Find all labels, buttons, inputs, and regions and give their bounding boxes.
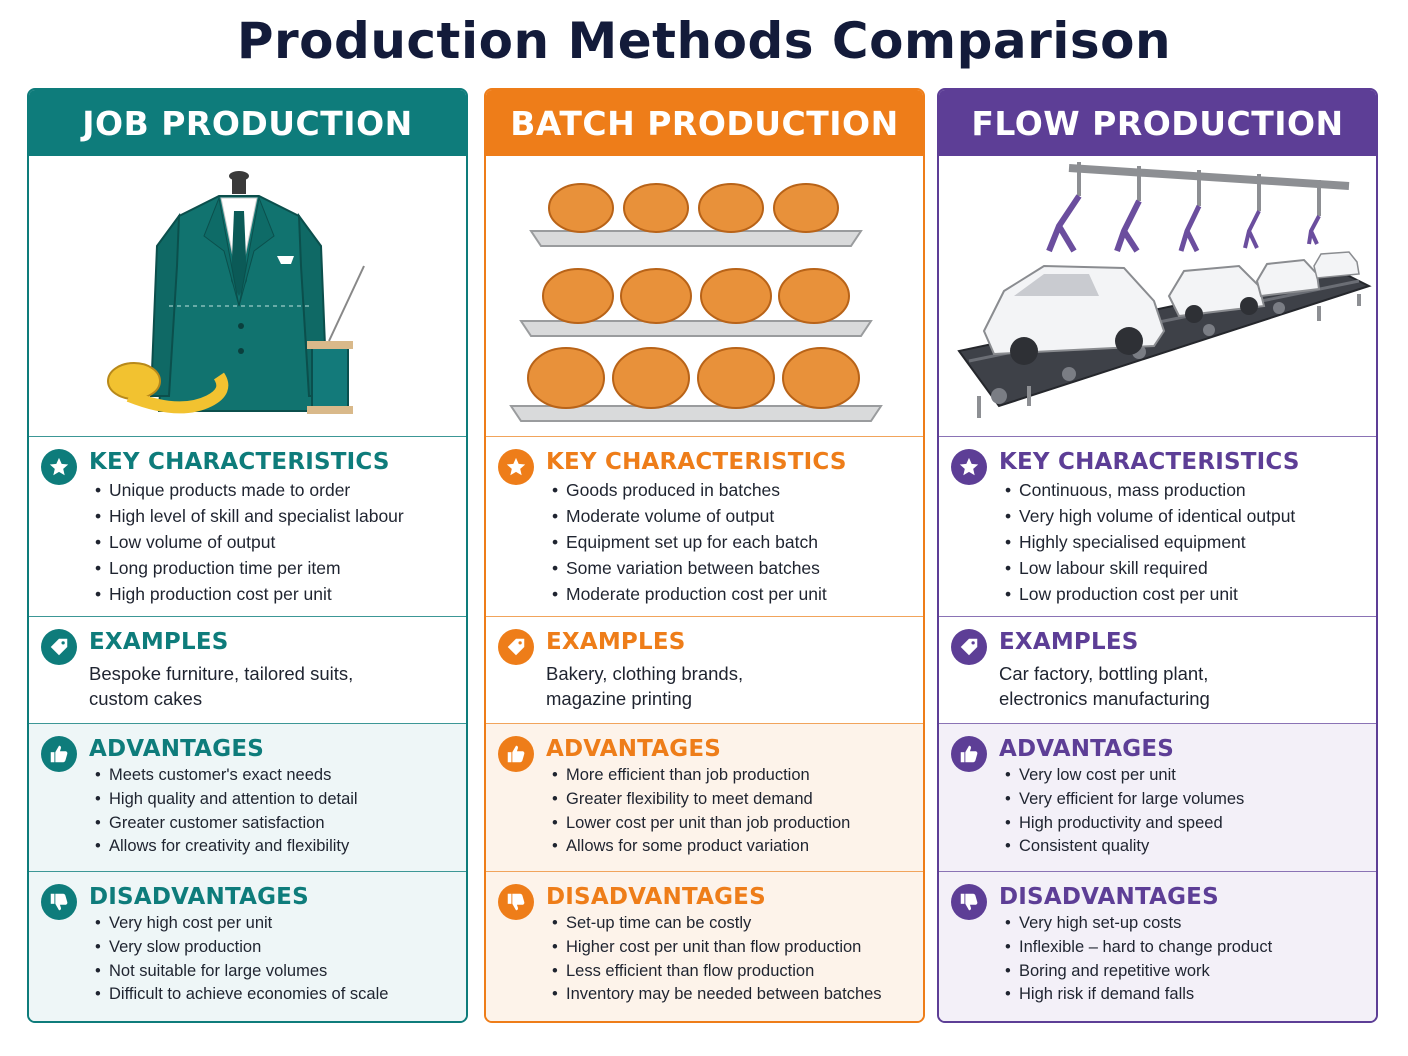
examples-text: electronics manufacturing xyxy=(999,688,1210,709)
disadvantages-section: DISADVANTAGES Very high cost per unit Ve… xyxy=(29,871,466,1021)
disadvantages-section: DISADVANTAGES Set-up time can be costly … xyxy=(486,871,923,1021)
section-title: DISADVANTAGES xyxy=(546,884,766,910)
section-title: EXAMPLES xyxy=(999,629,1139,655)
list-item: Allows for creativity and flexibility xyxy=(95,835,454,859)
list-item: Meets customer's exact needs xyxy=(95,764,454,788)
examples-text: magazine printing xyxy=(546,688,693,709)
list-item: Lower cost per unit than job production xyxy=(552,812,911,836)
list-item: Not suitable for large volumes xyxy=(95,960,454,984)
star-icon xyxy=(498,449,534,485)
section-title: DISADVANTAGES xyxy=(89,884,309,910)
page-title: Production Methods Comparison xyxy=(236,12,1172,70)
tailored-suit-illustration xyxy=(29,156,466,436)
list-item: Greater customer satisfaction xyxy=(95,812,454,836)
list-item: Low labour skill required xyxy=(1005,555,1364,581)
tag-icon xyxy=(41,629,77,665)
thumbs-up-icon xyxy=(41,736,77,772)
car-assembly-line-illustration xyxy=(939,156,1376,436)
examples-section: EXAMPLES Bespoke furniture, tailored sui… xyxy=(29,616,466,723)
examples-text: Car factory, bottling plant, xyxy=(999,663,1209,684)
list-item: High risk if demand falls xyxy=(1005,983,1364,1007)
section-title: EXAMPLES xyxy=(89,629,229,655)
list-item: Higher cost per unit than flow productio… xyxy=(552,936,911,960)
key-characteristics-section: KEY CHARACTERISTICS Goods produced in ba… xyxy=(486,436,923,616)
list-item: Low volume of output xyxy=(95,529,454,555)
section-title: EXAMPLES xyxy=(546,629,686,655)
section-title: KEY CHARACTERISTICS xyxy=(999,449,1300,475)
flow-production-column: FLOW PRODUCTION xyxy=(937,88,1378,1023)
tag-icon xyxy=(498,629,534,665)
section-title: ADVANTAGES xyxy=(89,736,265,762)
list-item: Very low cost per unit xyxy=(1005,764,1364,788)
list-item: Consistent quality xyxy=(1005,835,1364,859)
column-heading: FLOW PRODUCTION xyxy=(939,90,1376,156)
examples-text: Bespoke furniture, tailored suits, xyxy=(89,663,354,684)
examples-text: Bakery, clothing brands, xyxy=(546,663,744,684)
list-item: High quality and attention to detail xyxy=(95,788,454,812)
list-item: Unique products made to order xyxy=(95,477,454,503)
star-icon xyxy=(41,449,77,485)
list-item: Goods produced in batches xyxy=(552,477,911,503)
section-title: KEY CHARACTERISTICS xyxy=(89,449,390,475)
examples-section: EXAMPLES Car factory, bottling plant, el… xyxy=(939,616,1376,723)
bread-rolls-illustration xyxy=(486,156,923,436)
list-item: Highly specialised equipment xyxy=(1005,529,1364,555)
list-item: High production cost per unit xyxy=(95,581,454,607)
star-icon xyxy=(951,449,987,485)
thumbs-down-icon xyxy=(951,884,987,920)
list-item: High level of skill and specialist labou… xyxy=(95,503,454,529)
column-heading: BATCH PRODUCTION xyxy=(486,90,923,156)
thumbs-down-icon xyxy=(41,884,77,920)
list-item: Less efficient than flow production xyxy=(552,960,911,984)
list-item: Inflexible – hard to change product xyxy=(1005,936,1364,960)
list-item: Very high volume of identical output xyxy=(1005,503,1364,529)
list-item: Moderate volume of output xyxy=(552,503,911,529)
thumbs-up-icon xyxy=(498,736,534,772)
section-title: DISADVANTAGES xyxy=(999,884,1219,910)
batch-production-column: BATCH PRODUCTION xyxy=(484,88,925,1023)
list-item: Very high cost per unit xyxy=(95,912,454,936)
section-title: KEY CHARACTERISTICS xyxy=(546,449,847,475)
tag-icon xyxy=(951,629,987,665)
key-characteristics-section: KEY CHARACTERISTICS Unique products made… xyxy=(29,436,466,616)
list-item: Very high set-up costs xyxy=(1005,912,1364,936)
section-title: ADVANTAGES xyxy=(999,736,1175,762)
list-item: Some variation between batches xyxy=(552,555,911,581)
list-item: Inventory may be needed between batches xyxy=(552,983,911,1007)
advantages-section: ADVANTAGES More efficient than job produ… xyxy=(486,723,923,871)
list-item: Continuous, mass production xyxy=(1005,477,1364,503)
list-item: Low production cost per unit xyxy=(1005,581,1364,607)
list-item: Very slow production xyxy=(95,936,454,960)
advantages-section: ADVANTAGES Very low cost per unit Very e… xyxy=(939,723,1376,871)
list-item: Long production time per item xyxy=(95,555,454,581)
list-item: Difficult to achieve economies of scale xyxy=(95,983,454,1007)
column-heading: JOB PRODUCTION xyxy=(29,90,466,156)
section-title: ADVANTAGES xyxy=(546,736,722,762)
thumbs-down-icon xyxy=(498,884,534,920)
list-item: Boring and repetitive work xyxy=(1005,960,1364,984)
disadvantages-section: DISADVANTAGES Very high set-up costs Inf… xyxy=(939,871,1376,1021)
thumbs-up-icon xyxy=(951,736,987,772)
examples-text: custom cakes xyxy=(89,688,203,709)
list-item: High productivity and speed xyxy=(1005,812,1364,836)
list-item: Greater flexibility to meet demand xyxy=(552,788,911,812)
list-item: More efficient than job production xyxy=(552,764,911,788)
list-item: Moderate production cost per unit xyxy=(552,581,911,607)
list-item: Set-up time can be costly xyxy=(552,912,911,936)
list-item: Equipment set up for each batch xyxy=(552,529,911,555)
key-characteristics-section: KEY CHARACTERISTICS Continuous, mass pro… xyxy=(939,436,1376,616)
job-production-column: JOB PRODUCTION xyxy=(27,88,468,1023)
advantages-section: ADVANTAGES Meets customer's exact needs … xyxy=(29,723,466,871)
examples-section: EXAMPLES Bakery, clothing brands, magazi… xyxy=(486,616,923,723)
list-item: Allows for some product variation xyxy=(552,835,911,859)
list-item: Very efficient for large volumes xyxy=(1005,788,1364,812)
